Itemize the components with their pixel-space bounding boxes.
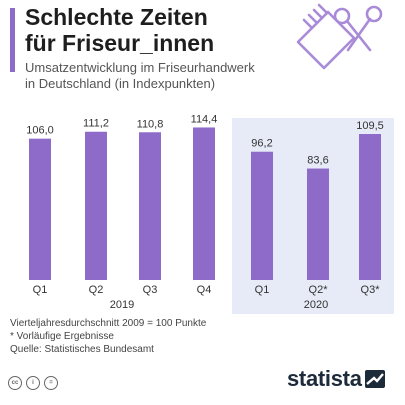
statista-mark-icon (364, 370, 385, 388)
group-label-2019: 2019 (110, 299, 134, 311)
footnote-index-base: Vierteljahresdurchschnitt 2009 = 100 Pun… (10, 318, 207, 329)
by-icon[interactable]: i (26, 376, 40, 390)
footnote-preliminary: * Vorläufige Ergebnisse (10, 331, 114, 342)
title-line-2: für Friseur_innen (25, 30, 215, 56)
category-label-3: Q3 (143, 284, 158, 296)
title-accent-bar (10, 8, 15, 72)
comb-scissors-icon (296, 3, 383, 70)
cc-icon[interactable]: cc (8, 376, 22, 390)
subtitle-line-2: in Deutschland (in Indexpunkten) (25, 76, 216, 91)
value-label-1: 106,0 (26, 125, 54, 137)
title-line-1: Schlechte Zeiten (25, 4, 208, 30)
bar-4 (193, 127, 215, 280)
page-title: Schlechte Zeiten für Friseur_innen (25, 4, 295, 56)
value-label-3: 110,8 (137, 118, 164, 130)
bar-6 (307, 168, 329, 280)
category-label-5: Q1 (255, 284, 270, 296)
bar-3 (139, 132, 161, 280)
category-label-6: Q2* (309, 284, 329, 296)
category-label-2: Q2 (89, 284, 104, 296)
bar-2 (85, 131, 107, 280)
value-label-2: 111,2 (83, 118, 109, 130)
category-label-7: Q3* (361, 284, 381, 296)
bar-chart: 106,0 111,2 110,8 114,4 96,2 83,6 109,5 Q1 Q2 Q3… (26, 113, 394, 314)
category-label-4: Q4 (197, 284, 212, 296)
brand-name: statista (287, 366, 362, 391)
nd-icon[interactable]: = (44, 376, 58, 390)
footnotes: Vierteljahresdurchschnitt 2009 = 100 Pun… (10, 317, 206, 356)
subtitle: Umsatzentwicklung im Friseurhandwerk in … (25, 60, 385, 92)
category-label-1: Q1 (33, 284, 48, 296)
value-label-5: 96,2 (251, 138, 272, 150)
bar-7 (359, 134, 381, 280)
subtitle-line-1: Umsatzentwicklung im Friseurhandwerk (25, 60, 255, 75)
bar-1 (29, 138, 51, 280)
value-label-6: 83,6 (307, 155, 328, 167)
footnote-source: Quelle: Statistisches Bundesamt (10, 344, 154, 355)
license-icons: cc i = (8, 376, 58, 390)
statista-logo[interactable]: statista (287, 366, 385, 392)
value-label-4: 114,4 (191, 113, 218, 125)
group-label-2020: 2020 (304, 299, 328, 311)
value-label-7: 109,5 (356, 120, 384, 132)
bar-5 (251, 151, 273, 280)
